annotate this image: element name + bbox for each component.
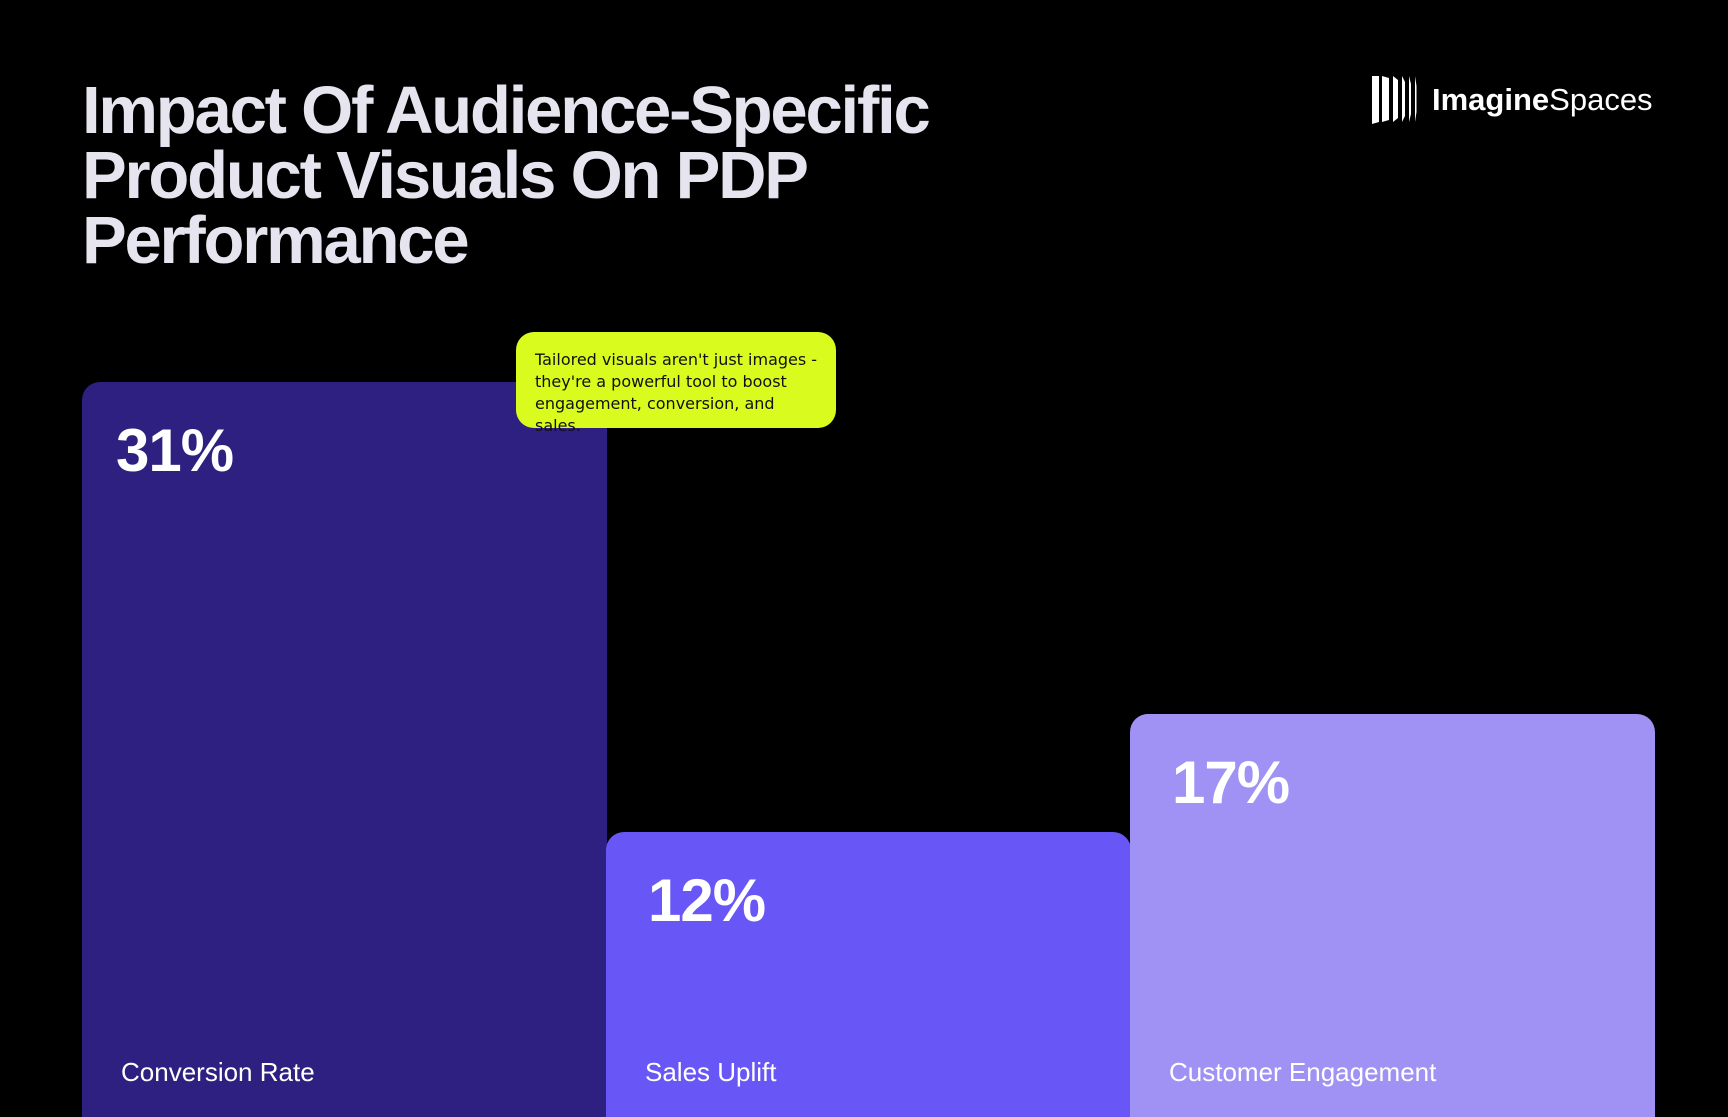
bar-category-label: Customer Engagement [1169, 1057, 1437, 1087]
brand-name-bold: Imagine [1432, 82, 1550, 117]
bar-conversion-rate [82, 382, 607, 1117]
bar-sales-uplift [606, 832, 1131, 1117]
bar-customer-engagement [1130, 713, 1655, 1117]
brand-logo-stripes-icon [1372, 76, 1417, 124]
brand-name-light: Spaces [1549, 82, 1653, 117]
bar-category-label: Conversion Rate [121, 1057, 315, 1087]
bar-value-label: 12% [648, 867, 766, 935]
bar-category-label: Sales Uplift [645, 1057, 777, 1087]
bar-value-label: 31% [116, 417, 234, 484]
bar-value-label: 17% [1172, 748, 1290, 816]
brand-logo: Imagine Spaces [1372, 74, 1653, 126]
callout-note: Tailored visuals aren't just images - th… [516, 332, 836, 435]
page-title: Impact Of Audience-Specific Product Visu… [82, 73, 931, 278]
